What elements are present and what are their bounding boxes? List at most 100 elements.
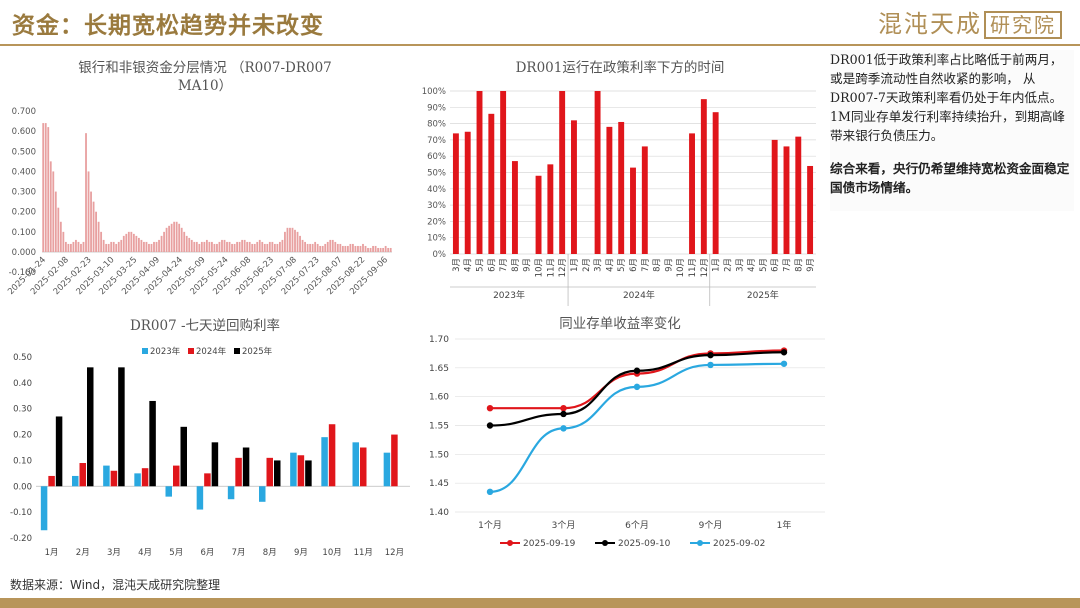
chart-ncd-yield: 同业存单收益率变化 1.70 1.65 1.60 1.55 1.50 1.45 1.40 1个… [429,315,825,549]
x-tick-label: 1年 [777,519,792,531]
dr001-bar [535,175,542,254]
dr001-bar [795,136,802,254]
y-tick-label: 80% [427,120,446,130]
spread-bar [117,241,120,252]
spread-bar [87,171,90,252]
x-tick-label: 12月 [558,258,568,277]
spread-bar [362,243,364,252]
y-tick-label: 0.40 [13,379,32,389]
spread-bar [195,241,198,252]
spread-bar [286,227,289,252]
spread-bar [251,243,254,252]
spread-bar [145,241,148,252]
x-tick-label: 11月 [354,548,373,558]
spread-bar [90,191,92,252]
x-tick-label: 6月 [200,548,214,558]
spread-bar [248,241,251,252]
spread-bar-2024年 [48,475,55,487]
spread-bar [261,241,264,252]
spread-bar [120,239,123,252]
series-point [560,410,567,418]
spread-bar [314,241,317,252]
x-tick-label: 9月 [664,258,674,272]
spread-bar [372,245,374,252]
chart-title-line1: 银行和非银资金分层情况 （R007-DR007 [78,60,332,76]
x-tick-label: 4月 [747,258,757,272]
spread-bar-2023年 [290,452,297,487]
spread-bar-2024年 [79,463,86,487]
spread-bar-2023年 [134,473,141,487]
spread-bar [200,241,203,252]
page-title: 资金：长期宽松趋势并未改变 [12,13,324,39]
dr001-bar [464,131,471,254]
spread-bar [278,241,281,252]
spread-bar [289,227,291,252]
legend-swatch [188,348,194,354]
spread-bar [256,241,259,252]
spread-bar [236,241,239,252]
chart-dr007-spread: DR007 -七天逆回购利率 0.50 0.40 0.30 0.20 0.10 0.00 -… [10,317,410,558]
group-label: 2025年 [747,289,779,301]
spread-bar-2024年 [328,424,336,487]
x-tick-label: 8月 [653,258,663,272]
spread-bar [316,243,319,252]
spread-bar [344,245,347,252]
x-tick-label: 1月 [570,258,580,272]
x-tick-label: 9个月 [699,520,723,531]
spread-bar [170,223,173,252]
spread-bar [374,245,377,252]
x-tick-label: 6个月 [625,520,649,531]
y-tick-label: -0.100 [9,268,36,278]
spread-bar [387,247,390,252]
spread-bar [226,241,228,252]
y-tick-label: 0.500 [12,147,36,157]
y-tick-label: 0.30 [13,405,32,415]
spread-bar [221,239,223,252]
spread-bar [281,239,284,252]
spread-bar [102,239,105,252]
chart-spread: 银行和非银资金分层情况 （R007-DR007 MA10） 0.700 0.600… [6,60,392,297]
x-tick-label: 9月 [806,258,816,272]
spread-bar [389,247,392,252]
x-tick-label: 11月 [546,258,556,277]
spread-bar [324,243,327,252]
y-tick-label: 0.300 [12,188,36,198]
y-tick-label: 0.700 [12,107,36,117]
spread-bar [266,243,269,252]
y-tick-label: 1.65 [429,364,449,374]
spread-bar [183,231,186,252]
dr001-bar [500,91,507,254]
spread-bar-2025年 [305,460,312,487]
spread-bar [158,239,160,252]
legend-marker [507,540,513,546]
commentary-paragraph-2: 综合来看，央行仍希望维持宽松资金面稳定国债市场情绪。 [830,161,1070,195]
header-rule [0,44,1080,46]
spread-bar [77,241,80,252]
spread-bar [112,241,115,252]
x-tick-label: 7月 [641,258,651,272]
spread-bar [211,241,213,252]
x-tick-label: 6月 [629,258,639,272]
legend-label: 2023年 [150,346,181,357]
y-tick-label: 0.20 [13,431,32,441]
spread-bar [321,245,324,252]
x-tick-label: 12月 [700,258,710,277]
spread-bar [306,243,309,252]
spread-bar [346,245,349,252]
y-tick-label: 1.40 [429,508,449,518]
spread-bar [294,229,296,252]
spread-bar [132,233,135,252]
series-point [486,422,494,429]
y-tick-label: 1.45 [429,479,449,489]
spread-bar-2023年 [321,437,328,487]
brand-logo: 混沌天成 研究院 [878,4,1062,39]
series-point [633,367,641,374]
dr001-bar [641,146,648,254]
spread-bar-2025年 [274,460,281,487]
spread-bar [336,243,339,252]
dr001-bar [771,139,778,254]
spread-bar [213,243,216,252]
x-tick-label: 3月 [735,258,745,272]
legend-marker [602,540,608,546]
spread-bar [143,241,145,252]
